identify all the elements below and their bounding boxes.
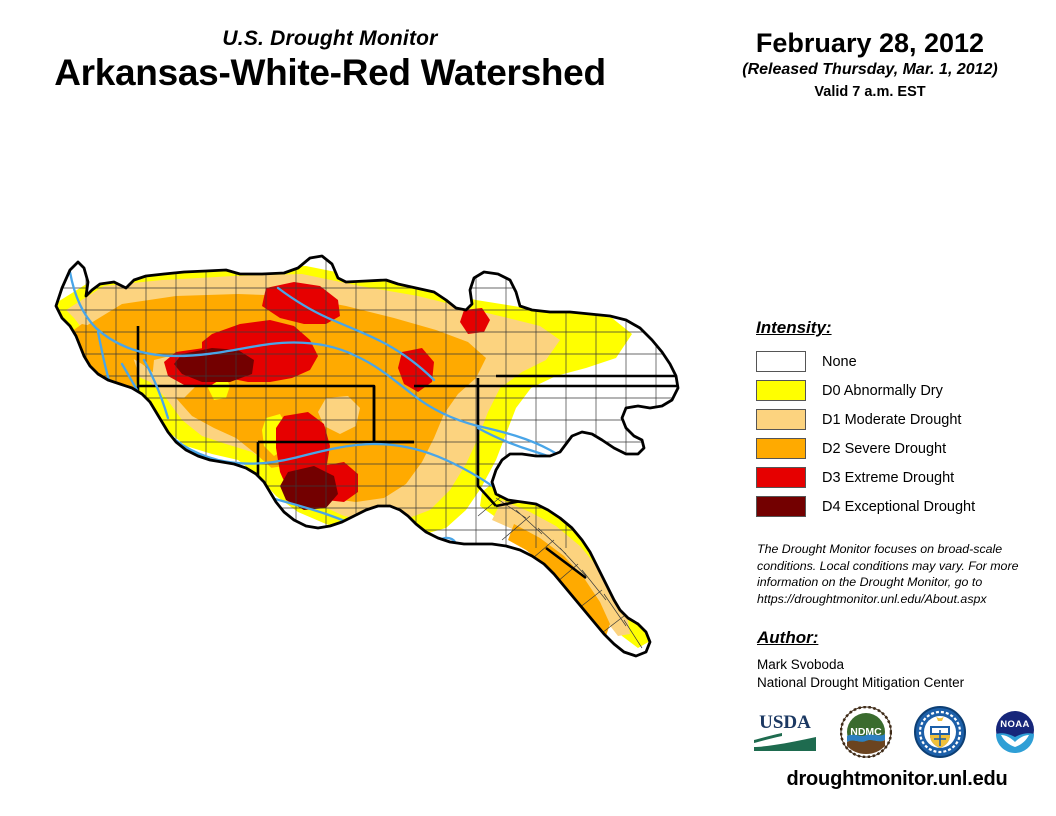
noaa-logo: NOAA	[996, 711, 1034, 753]
ndmc-logo-text: NDMC	[850, 726, 882, 738]
legend-label-d1: D1 Moderate Drought	[822, 411, 962, 428]
program-title: U.S. Drought Monitor	[222, 27, 438, 50]
author-block: Author: Mark Svoboda National Drought Mi…	[757, 628, 1037, 692]
logo-strip: USDA NDMC	[752, 703, 1042, 761]
author-name: Mark Svoboda	[757, 657, 845, 672]
usdc-seal-logo	[914, 706, 966, 758]
legend-label-d0: D0 Abnormally Dry	[822, 382, 943, 399]
legend-swatch-d0	[756, 380, 806, 401]
region-d4-tx-panhandle-south	[280, 466, 338, 510]
valid-date: February 28, 2012	[755, 28, 985, 58]
date-block: February 28, 2012 (Released Thursday, Ma…	[690, 28, 1050, 101]
legend-item-d1: D1 Moderate Drought	[756, 405, 1036, 434]
map-fill-layers	[56, 256, 678, 656]
legend-swatch-none	[756, 351, 806, 372]
legend-swatch-d3	[756, 467, 806, 488]
legend-item-d3: D3 Extreme Drought	[756, 463, 1036, 492]
region-d1-pocket-central	[318, 396, 360, 434]
page-title: Arkansas-White-Red Watershed	[54, 52, 606, 94]
region-d3-north-spur	[460, 308, 490, 334]
legend-label-d3: D3 Extreme Drought	[822, 469, 955, 486]
site-url[interactable]: droughtmonitor.unl.edu	[786, 768, 1008, 790]
drought-map	[26, 248, 756, 698]
legend-label-d2: D2 Severe Drought	[822, 440, 947, 457]
legend-item-d4: D4 Exceptional Drought	[756, 492, 1036, 521]
author-organization: National Drought Mitigation Center	[757, 675, 965, 691]
legend-swatch-d2	[756, 438, 806, 459]
noaa-logo-text: NOAA	[1000, 719, 1030, 730]
valid-time: Valid 7 a.m. EST	[814, 83, 926, 100]
usda-logo: USDA	[752, 707, 818, 757]
region-d4-colorado-kansas	[174, 348, 254, 382]
legend-title: Intensity:	[756, 318, 832, 337]
watershed-outline	[54, 254, 680, 658]
disclaimer-text: The Drought Monitor focuses on broad-sca…	[757, 542, 1019, 606]
release-date: (Released Thursday, Mar. 1, 2012)	[742, 61, 998, 79]
legend-swatch-d1	[756, 409, 806, 430]
legend-item-d0: D0 Abnormally Dry	[756, 376, 1036, 405]
title-block: U.S. Drought Monitor Arkansas-White-Red …	[0, 27, 660, 94]
legend-item-d2: D2 Severe Drought	[756, 434, 1036, 463]
ndmc-logo: NDMC	[840, 706, 892, 758]
usda-logo-text: USDA	[759, 712, 811, 733]
legend-label-none: None	[822, 353, 857, 370]
legend-swatch-d4	[756, 496, 806, 517]
author-title: Author:	[757, 628, 819, 647]
legend-label-d4: D4 Exceptional Drought	[822, 498, 976, 515]
legend-item-none: None	[756, 347, 1036, 376]
legend: Intensity: None D0 Abnormally Dry D1 Mod…	[756, 318, 1036, 521]
